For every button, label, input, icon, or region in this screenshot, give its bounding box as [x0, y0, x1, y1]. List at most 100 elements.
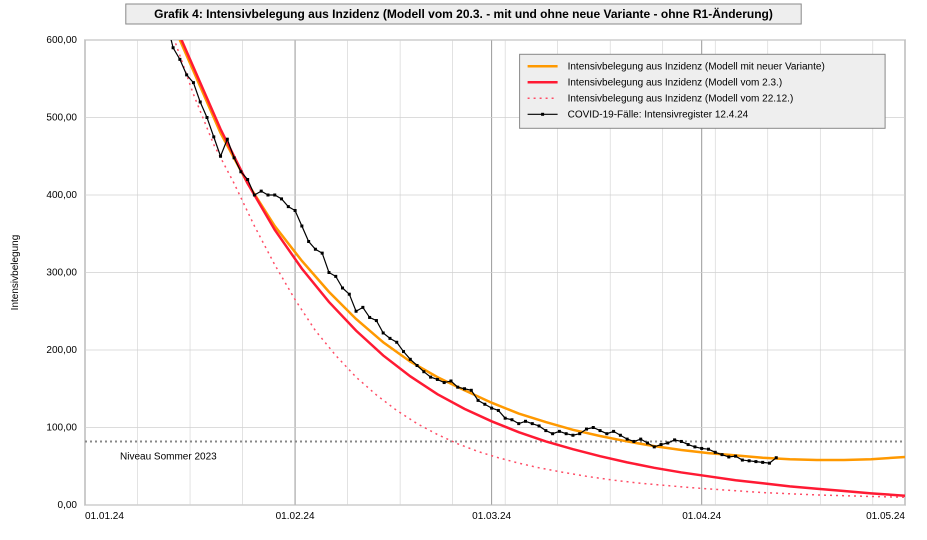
- marker: [341, 287, 344, 290]
- marker: [680, 440, 683, 443]
- marker: [538, 424, 541, 427]
- marker: [693, 445, 696, 448]
- marker: [199, 101, 202, 104]
- marker: [551, 432, 554, 435]
- y-axis-label: Intensivbelegung: [10, 235, 21, 311]
- legend-label: Intensivbelegung aus Inzidenz (Modell vo…: [568, 93, 794, 104]
- ytick-label: 600,00: [46, 35, 77, 46]
- marker: [294, 209, 297, 212]
- chart-svg: Niveau Sommer 20230,00100,00200,00300,00…: [0, 0, 927, 540]
- marker: [666, 442, 669, 445]
- marker: [375, 319, 378, 322]
- marker: [531, 422, 534, 425]
- legend-label: COVID-19-Fälle: Intensivregister 12.4.24: [568, 109, 749, 120]
- marker: [348, 293, 351, 296]
- marker: [233, 156, 236, 159]
- marker: [178, 58, 181, 61]
- marker: [205, 116, 208, 119]
- legend-label: Intensivbelegung aus Inzidenz (Modell vo…: [568, 77, 783, 88]
- marker: [632, 440, 635, 443]
- marker: [490, 407, 493, 410]
- marker: [504, 417, 507, 420]
- marker: [619, 434, 622, 437]
- marker: [449, 380, 452, 383]
- marker: [599, 429, 602, 432]
- marker: [273, 194, 276, 197]
- marker: [327, 271, 330, 274]
- marker: [300, 225, 303, 228]
- marker: [578, 432, 581, 435]
- marker: [314, 248, 317, 251]
- marker: [266, 194, 269, 197]
- marker: [416, 364, 419, 367]
- marker: [612, 430, 615, 433]
- marker: [463, 387, 466, 390]
- ytick-label: 0,00: [58, 500, 78, 511]
- ytick-label: 400,00: [46, 190, 77, 201]
- xtick-label: 01.04.24: [682, 511, 721, 522]
- marker: [754, 460, 757, 463]
- marker: [660, 443, 663, 446]
- marker: [517, 422, 520, 425]
- marker: [707, 448, 710, 451]
- marker: [727, 455, 730, 458]
- marker: [436, 378, 439, 381]
- marker: [477, 399, 480, 402]
- marker: [470, 389, 473, 392]
- marker: [673, 438, 676, 441]
- legend-marker: [541, 113, 544, 116]
- marker: [226, 138, 229, 141]
- marker: [382, 331, 385, 334]
- marker: [355, 310, 358, 313]
- marker: [212, 135, 215, 138]
- marker: [605, 432, 608, 435]
- chart-title: Grafik 4: Intensivbelegung aus Inzidenz …: [154, 6, 773, 21]
- xtick-label: 01.05.24: [866, 511, 905, 522]
- marker: [768, 462, 771, 465]
- marker: [483, 403, 486, 406]
- ytick-label: 200,00: [46, 345, 77, 356]
- marker: [687, 443, 690, 446]
- marker: [497, 409, 500, 412]
- marker: [361, 306, 364, 309]
- marker: [510, 418, 513, 421]
- marker: [775, 456, 778, 459]
- marker: [585, 428, 588, 431]
- marker: [253, 194, 256, 197]
- marker: [287, 205, 290, 208]
- marker: [721, 453, 724, 456]
- ytick-label: 500,00: [46, 113, 77, 124]
- marker: [558, 430, 561, 433]
- marker: [714, 451, 717, 454]
- marker: [395, 341, 398, 344]
- marker: [429, 376, 432, 379]
- marker: [626, 438, 629, 441]
- marker: [592, 426, 595, 429]
- marker: [192, 81, 195, 84]
- marker: [280, 197, 283, 200]
- marker: [700, 447, 703, 450]
- marker: [422, 370, 425, 373]
- marker: [741, 459, 744, 462]
- marker: [639, 438, 642, 441]
- chart-container: Niveau Sommer 20230,00100,00200,00300,00…: [0, 0, 927, 540]
- marker: [646, 442, 649, 445]
- legend-label: Intensivbelegung aus Inzidenz (Modell mi…: [568, 61, 825, 72]
- marker: [565, 432, 568, 435]
- ytick-label: 300,00: [46, 268, 77, 279]
- marker: [219, 155, 222, 158]
- marker: [524, 420, 527, 423]
- marker: [761, 461, 764, 464]
- marker: [321, 252, 324, 255]
- marker: [388, 337, 391, 340]
- marker: [748, 459, 751, 462]
- reference-label: Niveau Sommer 2023: [120, 451, 217, 462]
- marker: [260, 190, 263, 193]
- xtick-label: 01.01.24: [85, 511, 124, 522]
- marker: [456, 386, 459, 389]
- xtick-label: 01.02.24: [276, 511, 315, 522]
- marker: [544, 429, 547, 432]
- xtick-label: 01.03.24: [472, 511, 511, 522]
- marker: [734, 455, 737, 458]
- marker: [409, 358, 412, 361]
